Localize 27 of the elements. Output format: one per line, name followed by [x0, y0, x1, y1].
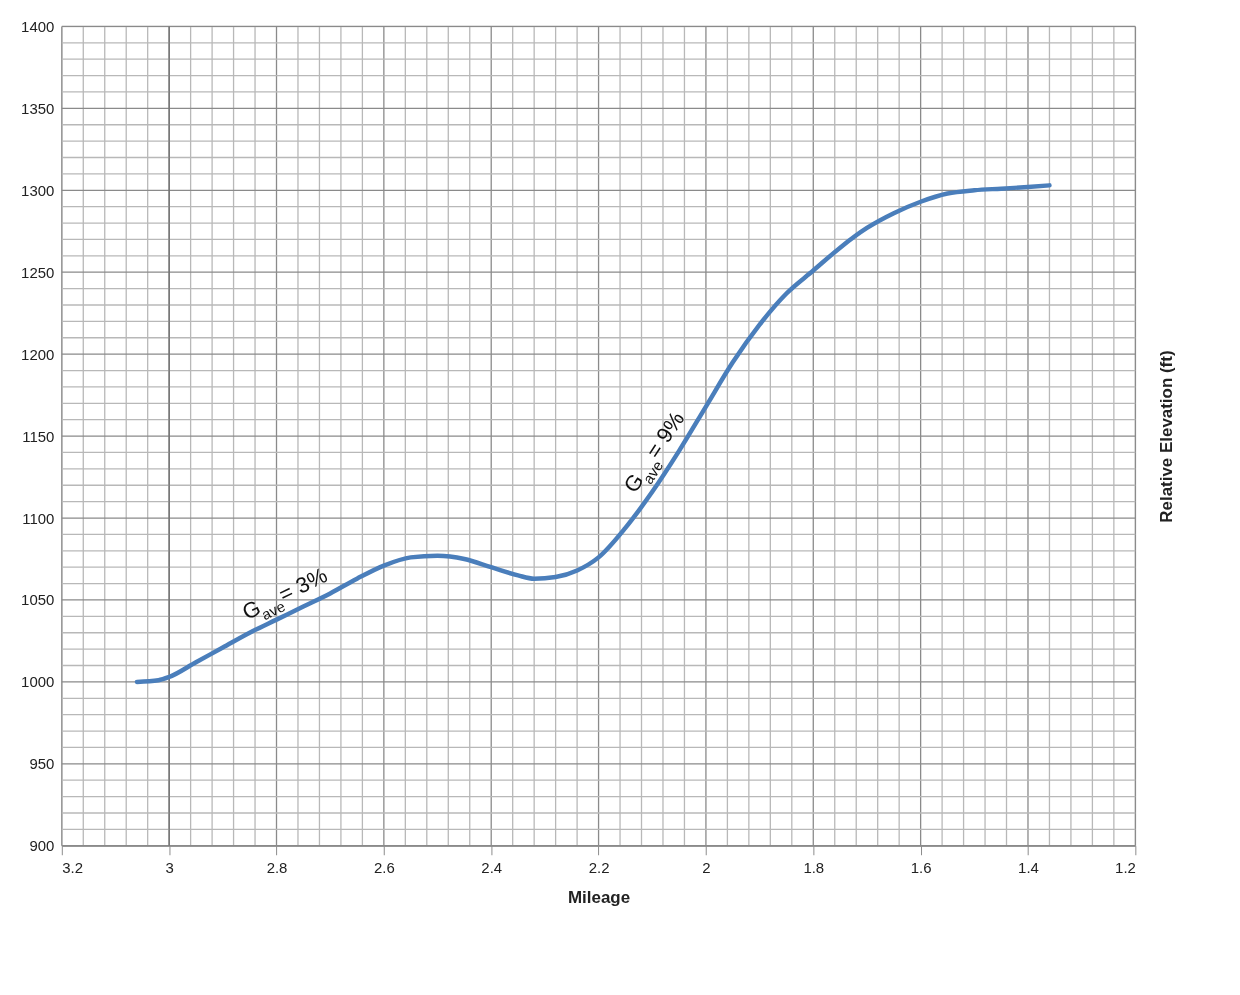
x-tick-label: 2.4	[481, 859, 503, 877]
x-tick-label: 2.8	[266, 859, 288, 877]
y-tick-label: 1050	[21, 591, 55, 609]
x-tick-label: 1.4	[1018, 859, 1039, 877]
x-tick-label: 3	[165, 859, 174, 877]
x-tick-label: 1.6	[910, 859, 932, 877]
y-tick-label: 1100	[22, 509, 55, 527]
y-tick-label: 900	[29, 837, 55, 855]
x-tick-label: 2.6	[373, 859, 395, 877]
annotation: Gave = 9%	[618, 406, 690, 497]
y-tick-label: 1200	[21, 345, 55, 363]
y-tick-label: 1350	[21, 99, 55, 117]
y-tick-label: 950	[29, 755, 55, 773]
y-tick-label: 1400	[21, 17, 55, 35]
y-tick-label: 1000	[21, 673, 55, 691]
x-tick-label: 3.2	[62, 859, 84, 877]
y-axis-title: Relative Elevation (ft)	[1156, 350, 1176, 523]
y-tick-label: 1150	[22, 427, 55, 445]
x-tick-label: 2.2	[588, 859, 610, 877]
x-tick-label: 1.8	[803, 859, 825, 877]
annotation: Gave = 3%	[238, 562, 332, 625]
y-tick-label: 1300	[21, 181, 55, 199]
y-tick-label: 1250	[21, 263, 55, 281]
line-series	[134, 183, 1052, 685]
x-tick-label: 2	[702, 859, 711, 877]
x-axis-title: Mileage	[568, 888, 631, 908]
x-tick-label: 1.2	[1115, 859, 1136, 877]
